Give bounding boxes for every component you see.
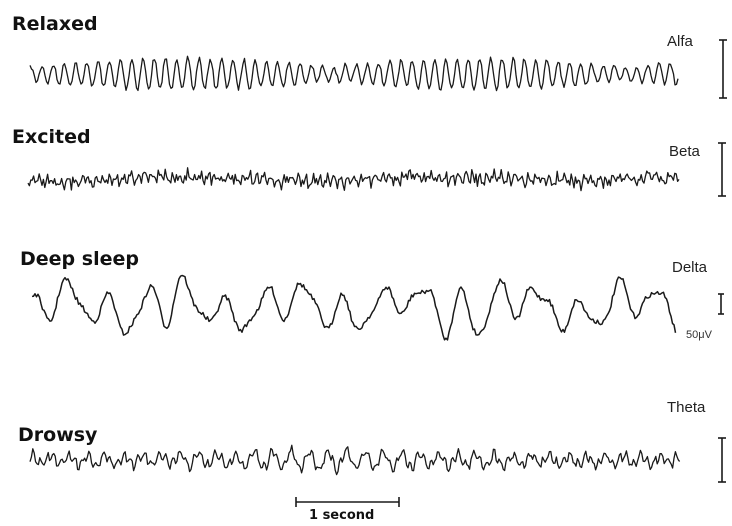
delta-wave-trace	[31, 274, 677, 341]
state-label-excited: Excited	[12, 126, 91, 148]
amplitude-scale-bar-beta	[718, 142, 726, 197]
amplitude-scale-bar-alfa	[719, 39, 727, 99]
time-scale-bar	[295, 497, 400, 507]
alpha-wave-trace	[29, 55, 679, 92]
theta-wave-trace	[29, 444, 681, 476]
band-label-beta: Beta	[669, 143, 700, 160]
beta-wave-trace	[27, 167, 680, 192]
band-label-theta: Theta	[667, 399, 706, 416]
time-scale-label: 1 second	[309, 508, 375, 523]
amplitude-scale-bar-delta	[718, 293, 724, 315]
state-label-relaxed: Relaxed	[12, 13, 98, 35]
state-label-deep-sleep: Deep sleep	[20, 248, 139, 270]
band-label-delta: Delta	[672, 259, 708, 276]
state-label-drowsy: Drowsy	[18, 424, 98, 446]
amplitude-unit-label: 50μV	[686, 329, 712, 341]
amplitude-scale-bar-theta	[718, 437, 726, 483]
band-label-alfa: Alfa	[667, 33, 693, 50]
